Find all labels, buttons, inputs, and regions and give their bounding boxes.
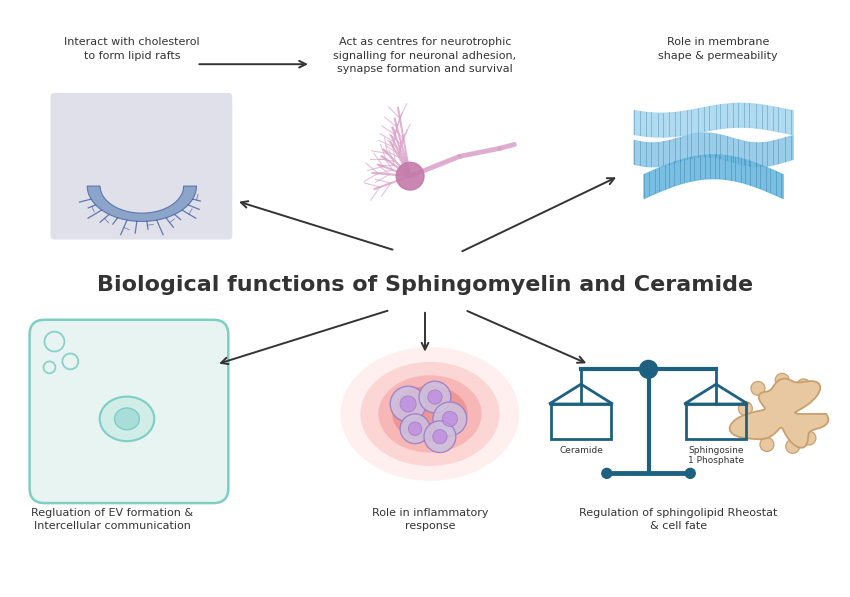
Text: Biological functions of Sphingomyelin and Ceramide: Biological functions of Sphingomyelin an… (97, 275, 753, 295)
Text: Interact with cholesterol
to form lipid rafts: Interact with cholesterol to form lipid … (64, 38, 200, 61)
Polygon shape (729, 378, 829, 448)
Ellipse shape (341, 347, 519, 481)
Circle shape (685, 469, 695, 478)
Text: Ceramide: Ceramide (559, 445, 603, 455)
Circle shape (433, 430, 447, 444)
Circle shape (760, 438, 774, 451)
Circle shape (442, 411, 457, 426)
FancyBboxPatch shape (30, 320, 229, 503)
Polygon shape (88, 186, 196, 221)
Ellipse shape (378, 376, 482, 453)
Circle shape (775, 373, 789, 387)
Text: Role in inflammatory
response: Role in inflammatory response (371, 508, 488, 531)
Circle shape (751, 381, 765, 395)
Circle shape (419, 381, 451, 413)
Ellipse shape (99, 396, 155, 441)
Text: Regluation of EV formation &
Intercellular communication: Regluation of EV formation & Intercellul… (31, 508, 193, 531)
Text: Regulation of sphingolipid Rheostat
& cell fate: Regulation of sphingolipid Rheostat & ce… (579, 508, 778, 531)
Ellipse shape (115, 408, 139, 430)
Circle shape (744, 424, 757, 438)
Ellipse shape (392, 386, 468, 442)
Circle shape (813, 414, 826, 427)
Circle shape (739, 402, 752, 416)
Circle shape (400, 414, 430, 444)
Circle shape (802, 431, 816, 445)
Circle shape (796, 379, 811, 393)
Circle shape (390, 386, 426, 422)
Ellipse shape (360, 362, 500, 466)
Text: Act as centres for neurotrophic
signalling for neuronal adhesion,
synapse format: Act as centres for neurotrophic signalli… (333, 38, 517, 74)
Text: Sphingosine
1 Phosphate: Sphingosine 1 Phosphate (688, 445, 744, 465)
Circle shape (602, 469, 612, 478)
Circle shape (433, 402, 467, 436)
FancyBboxPatch shape (50, 93, 232, 239)
Circle shape (408, 422, 422, 435)
Circle shape (639, 361, 657, 378)
Circle shape (428, 390, 442, 404)
Circle shape (396, 162, 424, 190)
Text: Role in membrane
shape & permeability: Role in membrane shape & permeability (658, 38, 778, 61)
Circle shape (785, 439, 800, 453)
Circle shape (424, 421, 456, 453)
Circle shape (400, 396, 416, 412)
